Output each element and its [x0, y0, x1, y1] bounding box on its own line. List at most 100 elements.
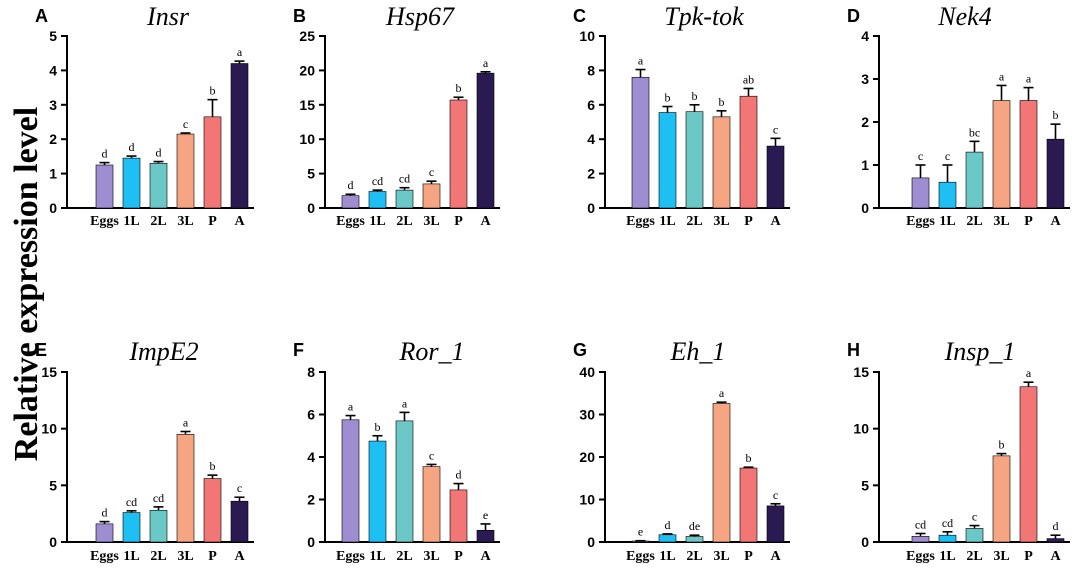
- y-tick-label: 2: [49, 131, 57, 147]
- bar-P: [449, 489, 468, 543]
- significance-label: b: [375, 420, 381, 434]
- y-tick-label: 0: [587, 534, 595, 550]
- bar-3L: [422, 183, 441, 209]
- chart-title: ImpE2: [128, 337, 198, 366]
- bar-A: [476, 530, 495, 543]
- x-tick-label: A: [1050, 214, 1061, 229]
- x-tick-label: 1L: [659, 214, 675, 229]
- x-tick-label: 1L: [123, 549, 139, 564]
- bar-1L: [122, 512, 141, 543]
- bar-Eggs: [911, 536, 930, 543]
- significance-label: c: [429, 165, 434, 179]
- chart-title: Nek4: [937, 2, 991, 31]
- x-tick-label: A: [770, 214, 781, 229]
- significance-label: d: [102, 506, 108, 520]
- x-tick-label: 3L: [423, 214, 439, 229]
- y-tick-label: 3: [861, 71, 869, 87]
- significance-label: c: [972, 510, 977, 524]
- panel-letter: F: [293, 340, 304, 360]
- x-tick-label: Eggs: [336, 549, 365, 564]
- y-tick-label: 2: [307, 492, 315, 508]
- y-tick-label: 25: [299, 28, 315, 44]
- y-tick-label: 20: [579, 449, 595, 465]
- significance-label: a: [999, 69, 1005, 83]
- significance-label: b: [665, 91, 671, 105]
- bar-Eggs: [631, 76, 650, 209]
- bar-P: [739, 467, 758, 543]
- panel-letter: A: [35, 6, 48, 26]
- y-tick-label: 2: [861, 114, 869, 130]
- chart-title: Ror_1: [399, 337, 465, 366]
- significance-label: cd: [942, 516, 953, 530]
- y-tick-label: 1: [49, 166, 57, 182]
- panel-C: C Tpk-tok 0 2 4 6 8 10 a Eggs b 1L b 2L b 3L ab Pc A: [573, 2, 790, 229]
- significance-label: c: [237, 481, 242, 495]
- x-tick-label: 1L: [123, 214, 139, 229]
- bar-3L: [712, 116, 731, 209]
- x-tick-label: 3L: [713, 549, 729, 564]
- bar-1L: [658, 534, 677, 543]
- significance-label: c: [773, 122, 778, 136]
- bar-Eggs: [911, 177, 930, 209]
- x-tick-label: Eggs: [906, 549, 935, 564]
- x-tick-label: Eggs: [626, 214, 655, 229]
- chart-title: Insr: [146, 2, 190, 31]
- bar-1L: [368, 191, 387, 209]
- significance-label: a: [183, 416, 189, 430]
- significance-label: bc: [969, 125, 980, 139]
- panel-letter: G: [573, 340, 587, 360]
- bar-P: [1019, 100, 1038, 209]
- bar-Eggs: [341, 419, 360, 543]
- significance-label: d: [1053, 519, 1059, 533]
- y-tick-label: 10: [579, 492, 595, 508]
- x-tick-label: 3L: [993, 549, 1009, 564]
- significance-label: b: [210, 459, 216, 473]
- x-tick-label: 3L: [423, 549, 439, 564]
- y-tick-label: 15: [853, 364, 869, 380]
- x-tick-label: 3L: [177, 214, 193, 229]
- x-tick-label: A: [480, 549, 491, 564]
- x-tick-label: Eggs: [90, 214, 119, 229]
- bar-Eggs: [95, 523, 114, 543]
- bar-3L: [176, 133, 195, 209]
- y-tick-label: 4: [861, 28, 869, 44]
- significance-label: de: [689, 519, 700, 533]
- y-tick-label: 10: [579, 28, 595, 44]
- y-tick-label: 1: [861, 157, 869, 173]
- x-tick-label: 2L: [686, 549, 702, 564]
- y-tick-label: 2: [587, 166, 595, 182]
- y-tick-label: 0: [861, 534, 869, 550]
- y-tick-label: 6: [587, 97, 595, 113]
- bar-2L: [685, 111, 704, 209]
- significance-label: c: [945, 149, 950, 163]
- significance-label: b: [456, 81, 462, 95]
- figure-ylabel: Relative expression level: [8, 107, 45, 461]
- x-tick-label: 1L: [369, 214, 385, 229]
- panel-G: G Eh_1 0 10 20 30 40 e Eggs d 1L de 2L a 3L b Pc A: [573, 337, 790, 564]
- bar-1L: [938, 181, 957, 209]
- bar-P: [1019, 386, 1038, 543]
- x-tick-label: 3L: [177, 549, 193, 564]
- significance-label: cd: [153, 491, 164, 505]
- bar-3L: [712, 403, 731, 543]
- x-tick-label: P: [454, 549, 463, 564]
- significance-label: d: [348, 178, 354, 192]
- x-tick-label: P: [744, 214, 753, 229]
- bar-1L: [658, 112, 677, 209]
- significance-label: b: [999, 438, 1005, 452]
- panel-letter: C: [573, 6, 586, 26]
- x-tick-label: P: [454, 214, 463, 229]
- y-tick-label: 0: [307, 534, 315, 550]
- x-tick-label: 2L: [686, 214, 702, 229]
- panel-letter: D: [847, 6, 860, 26]
- x-tick-label: Eggs: [906, 214, 935, 229]
- bar-Eggs: [341, 195, 360, 209]
- bar-2L: [149, 162, 168, 209]
- y-tick-label: 20: [299, 62, 315, 78]
- bar-2L: [685, 536, 704, 543]
- panel-H: H Insp_1 0 5 10 15 cd Eggs cd 1L c 2L b 3L a Pd A: [847, 337, 1070, 564]
- panel-D: D Nek4 0 1 2 3 4 c Eggs c 1L bc 2L a 3L a Pb A: [847, 2, 1070, 229]
- bar-A: [766, 145, 785, 209]
- x-tick-label: A: [234, 549, 245, 564]
- panel-F: F Ror_1 0 2 4 6 8 a Eggs b 1L a 2L c 3L d Pe A: [293, 337, 500, 564]
